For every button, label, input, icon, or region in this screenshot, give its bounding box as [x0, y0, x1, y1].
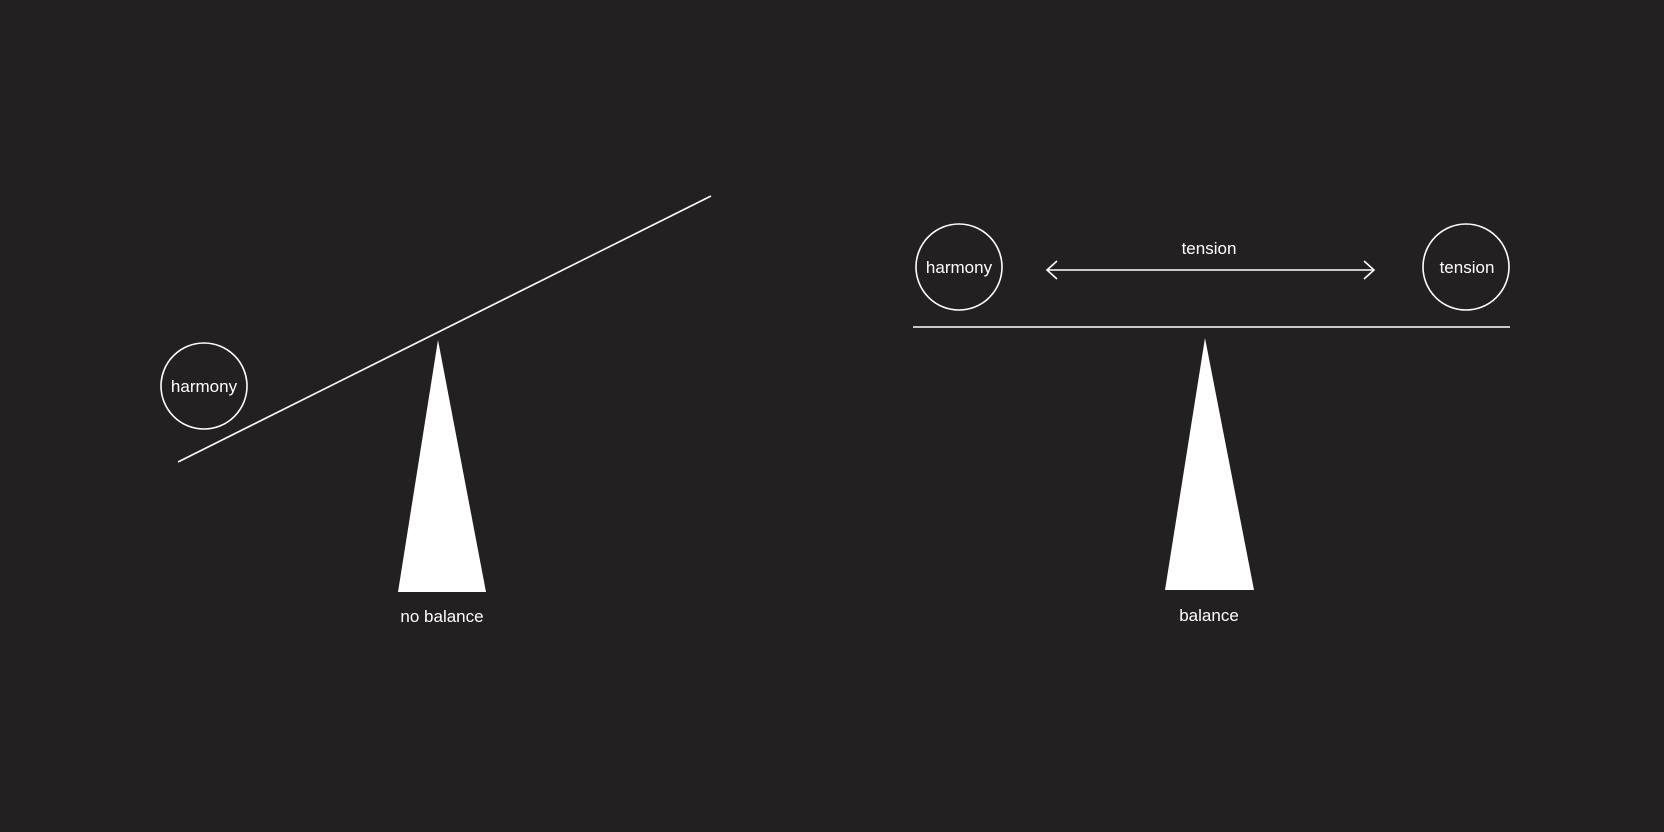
balance-label: balance [1179, 606, 1239, 625]
tension-ball [1422, 223, 1510, 311]
tension-ball-label: tension [1440, 258, 1495, 277]
tension-arrow-label: tension [1182, 239, 1237, 258]
harmony-ball-label: harmony [926, 258, 993, 277]
fulcrum-triangle [398, 340, 486, 592]
harmony-ball [160, 342, 248, 430]
arrow-head-left [1045, 260, 1058, 280]
fulcrum-triangle [1165, 338, 1254, 590]
no-balance-label: no balance [400, 607, 483, 626]
arrow-head-right [1363, 260, 1376, 280]
no-balance-diagram: harmony no balance [160, 195, 712, 626]
harmony-ball [915, 223, 1003, 311]
harmony-ball-label: harmony [171, 377, 238, 396]
double-headed-arrow [1045, 260, 1376, 280]
tilted-beam [177, 195, 712, 463]
balance-diagram-right: harmony tension tension balance [913, 223, 1510, 625]
